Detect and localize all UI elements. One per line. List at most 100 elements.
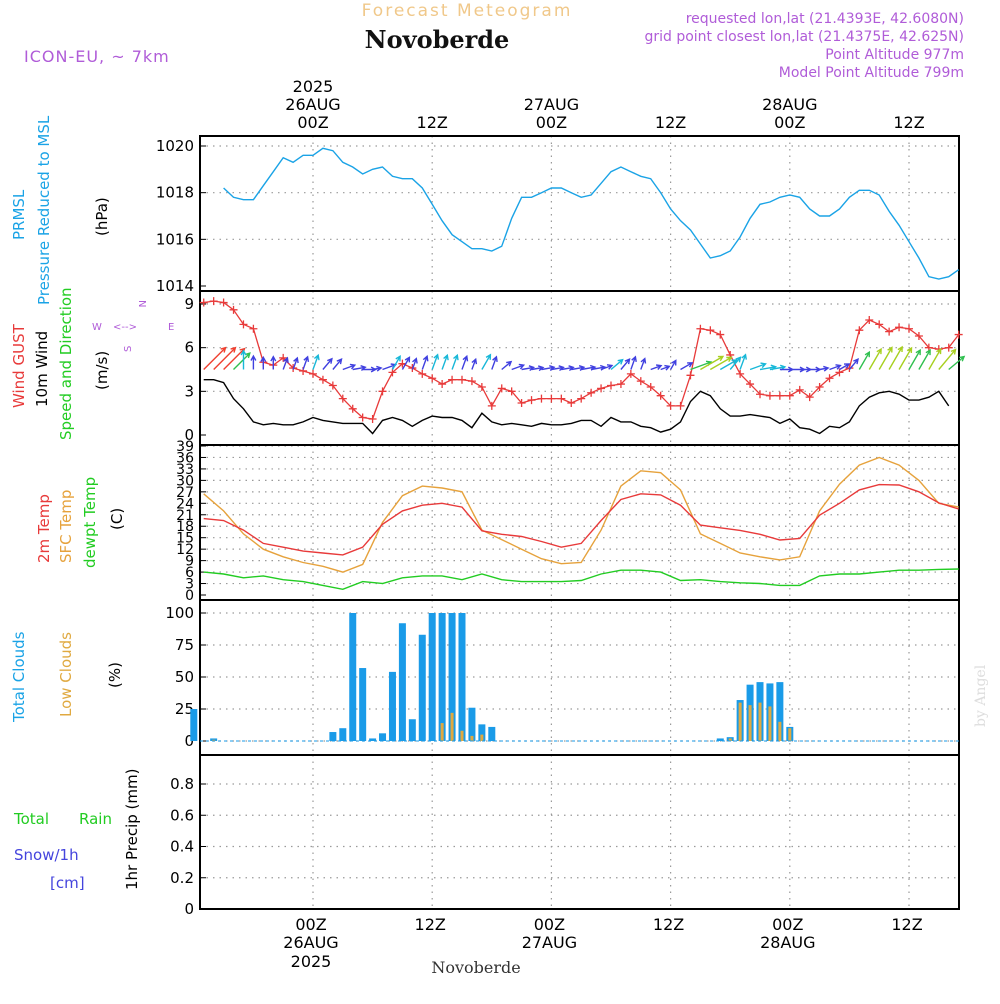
gust-marker — [636, 377, 645, 386]
y-tick-label: 0 — [184, 426, 194, 444]
pressure-desc-label: Pressure Reduced to MSL — [35, 115, 53, 305]
wind-direction-arrow — [250, 354, 257, 370]
compass-e: E — [168, 322, 174, 333]
low-cloud-bar — [460, 730, 464, 741]
point-altitude: Point Altitude 977m — [825, 47, 964, 63]
total-cloud-bar — [716, 738, 724, 741]
wind-direction-arrow — [858, 350, 871, 370]
wind-direction-arrow — [669, 359, 677, 370]
wind-direction-arrow — [819, 365, 830, 372]
bottom-hour-label: 12Z — [891, 915, 922, 934]
wind-direction-arrow — [709, 356, 733, 371]
y-tick-label: 50 — [175, 668, 194, 686]
y-tick-label: 12 — [176, 542, 194, 558]
wind-direction-arrow — [421, 354, 429, 370]
total-cloud-bar — [369, 738, 377, 741]
total-cloud-bar — [478, 724, 486, 741]
wind-speed-line — [203, 379, 950, 435]
gust-marker — [448, 375, 457, 384]
gust-marker — [249, 324, 258, 333]
location-title: Novoberde — [365, 25, 510, 54]
gust-marker — [815, 382, 824, 391]
panel-precip: 0 0.2 0.4 0.6 0.8 — [170, 754, 960, 918]
gust-marker — [597, 384, 606, 393]
y-tick-label: 27 — [176, 485, 194, 501]
panel-frame — [199, 135, 960, 292]
gust-marker — [318, 375, 327, 384]
wind-direction-arrow — [561, 365, 575, 372]
top-date-label: 28AUG — [762, 95, 817, 114]
wind-direction-arrow — [630, 355, 637, 370]
precip-unit-label: 1hr Precip (mm) — [123, 769, 141, 890]
t2m-label: 2m Temp — [35, 494, 53, 563]
wind-direction-arrow — [292, 356, 299, 370]
gust-marker — [467, 377, 476, 386]
total-cloud-bar — [448, 613, 456, 741]
y-tick-label: 0.8 — [170, 775, 194, 793]
gust-marker — [279, 353, 288, 362]
gust-marker — [338, 394, 347, 403]
gust-marker — [199, 298, 208, 307]
gust-marker — [587, 388, 596, 397]
y-tick-label: 9 — [184, 295, 194, 313]
wind-direction-arrow — [203, 346, 227, 370]
wind-direction-arrow — [600, 364, 614, 371]
gust-marker — [557, 394, 566, 403]
total-cloud-bar — [776, 682, 784, 741]
gust-marker — [507, 387, 516, 396]
panel-frame — [199, 599, 960, 756]
gust-marker — [736, 369, 745, 378]
y-tick-label: 1014 — [156, 277, 194, 295]
wind-direction-arrow — [521, 365, 536, 372]
wind-direction-arrow — [829, 364, 842, 371]
gust-marker — [825, 374, 834, 383]
total-cloud-bar — [190, 709, 198, 741]
bottom-date-label: 28AUG — [760, 933, 815, 952]
total-cloud-bar — [379, 733, 387, 741]
gust-marker — [895, 323, 904, 332]
wind-direction-arrow — [312, 353, 320, 370]
gust-marker — [537, 394, 546, 403]
compass-w: W — [92, 322, 102, 333]
gust-marker — [378, 387, 387, 396]
gust-marker — [219, 298, 228, 307]
gust-marker — [944, 343, 953, 352]
gridpoint-coords: grid point closest lon,lat (21.4375E, 42… — [644, 29, 964, 45]
y-tick-label: 30 — [176, 473, 194, 489]
wind-direction-arrow — [729, 356, 742, 370]
gust-marker — [865, 316, 874, 325]
low-cloud-bar — [480, 734, 484, 741]
gust-marker — [616, 380, 625, 389]
wind-direction-arrow — [233, 352, 251, 370]
top-hour-label: 00Z — [536, 113, 567, 132]
credit: by Angel — [973, 664, 989, 727]
wind-direction-arrow — [342, 363, 357, 371]
total-cloud-bar — [329, 732, 337, 741]
low-cloud-bar — [758, 702, 762, 741]
low-cloud-bar — [470, 735, 474, 741]
y-tick-label: 0 — [184, 900, 194, 918]
low-cloud-bar — [738, 702, 742, 741]
gust-marker — [775, 391, 784, 400]
wind-direction-arrow — [719, 359, 738, 371]
wind-direction-arrow — [471, 357, 478, 370]
bottom-hour-label: 00Z — [772, 915, 803, 934]
wind-direction-arrow — [878, 346, 893, 370]
gust-marker — [309, 369, 317, 378]
y-tick-label: 1018 — [156, 184, 194, 202]
low-cloud-bar — [778, 721, 782, 741]
wind-direction-arrow — [749, 362, 767, 371]
panel-clouds: 0 25 50 75 100 — [165, 599, 960, 756]
low-cloud-bar — [450, 712, 454, 741]
y-tick-label: 18 — [176, 519, 194, 535]
bottom-hour-label: 00Z — [295, 915, 326, 934]
wind-direction-arrow — [491, 355, 498, 370]
title-faint: Forecast Meteogram — [362, 1, 573, 21]
gust-marker — [438, 380, 447, 389]
gust-marker — [765, 391, 774, 400]
panel-frame — [199, 754, 960, 910]
gust-marker — [209, 297, 218, 306]
gust-marker — [458, 375, 466, 384]
